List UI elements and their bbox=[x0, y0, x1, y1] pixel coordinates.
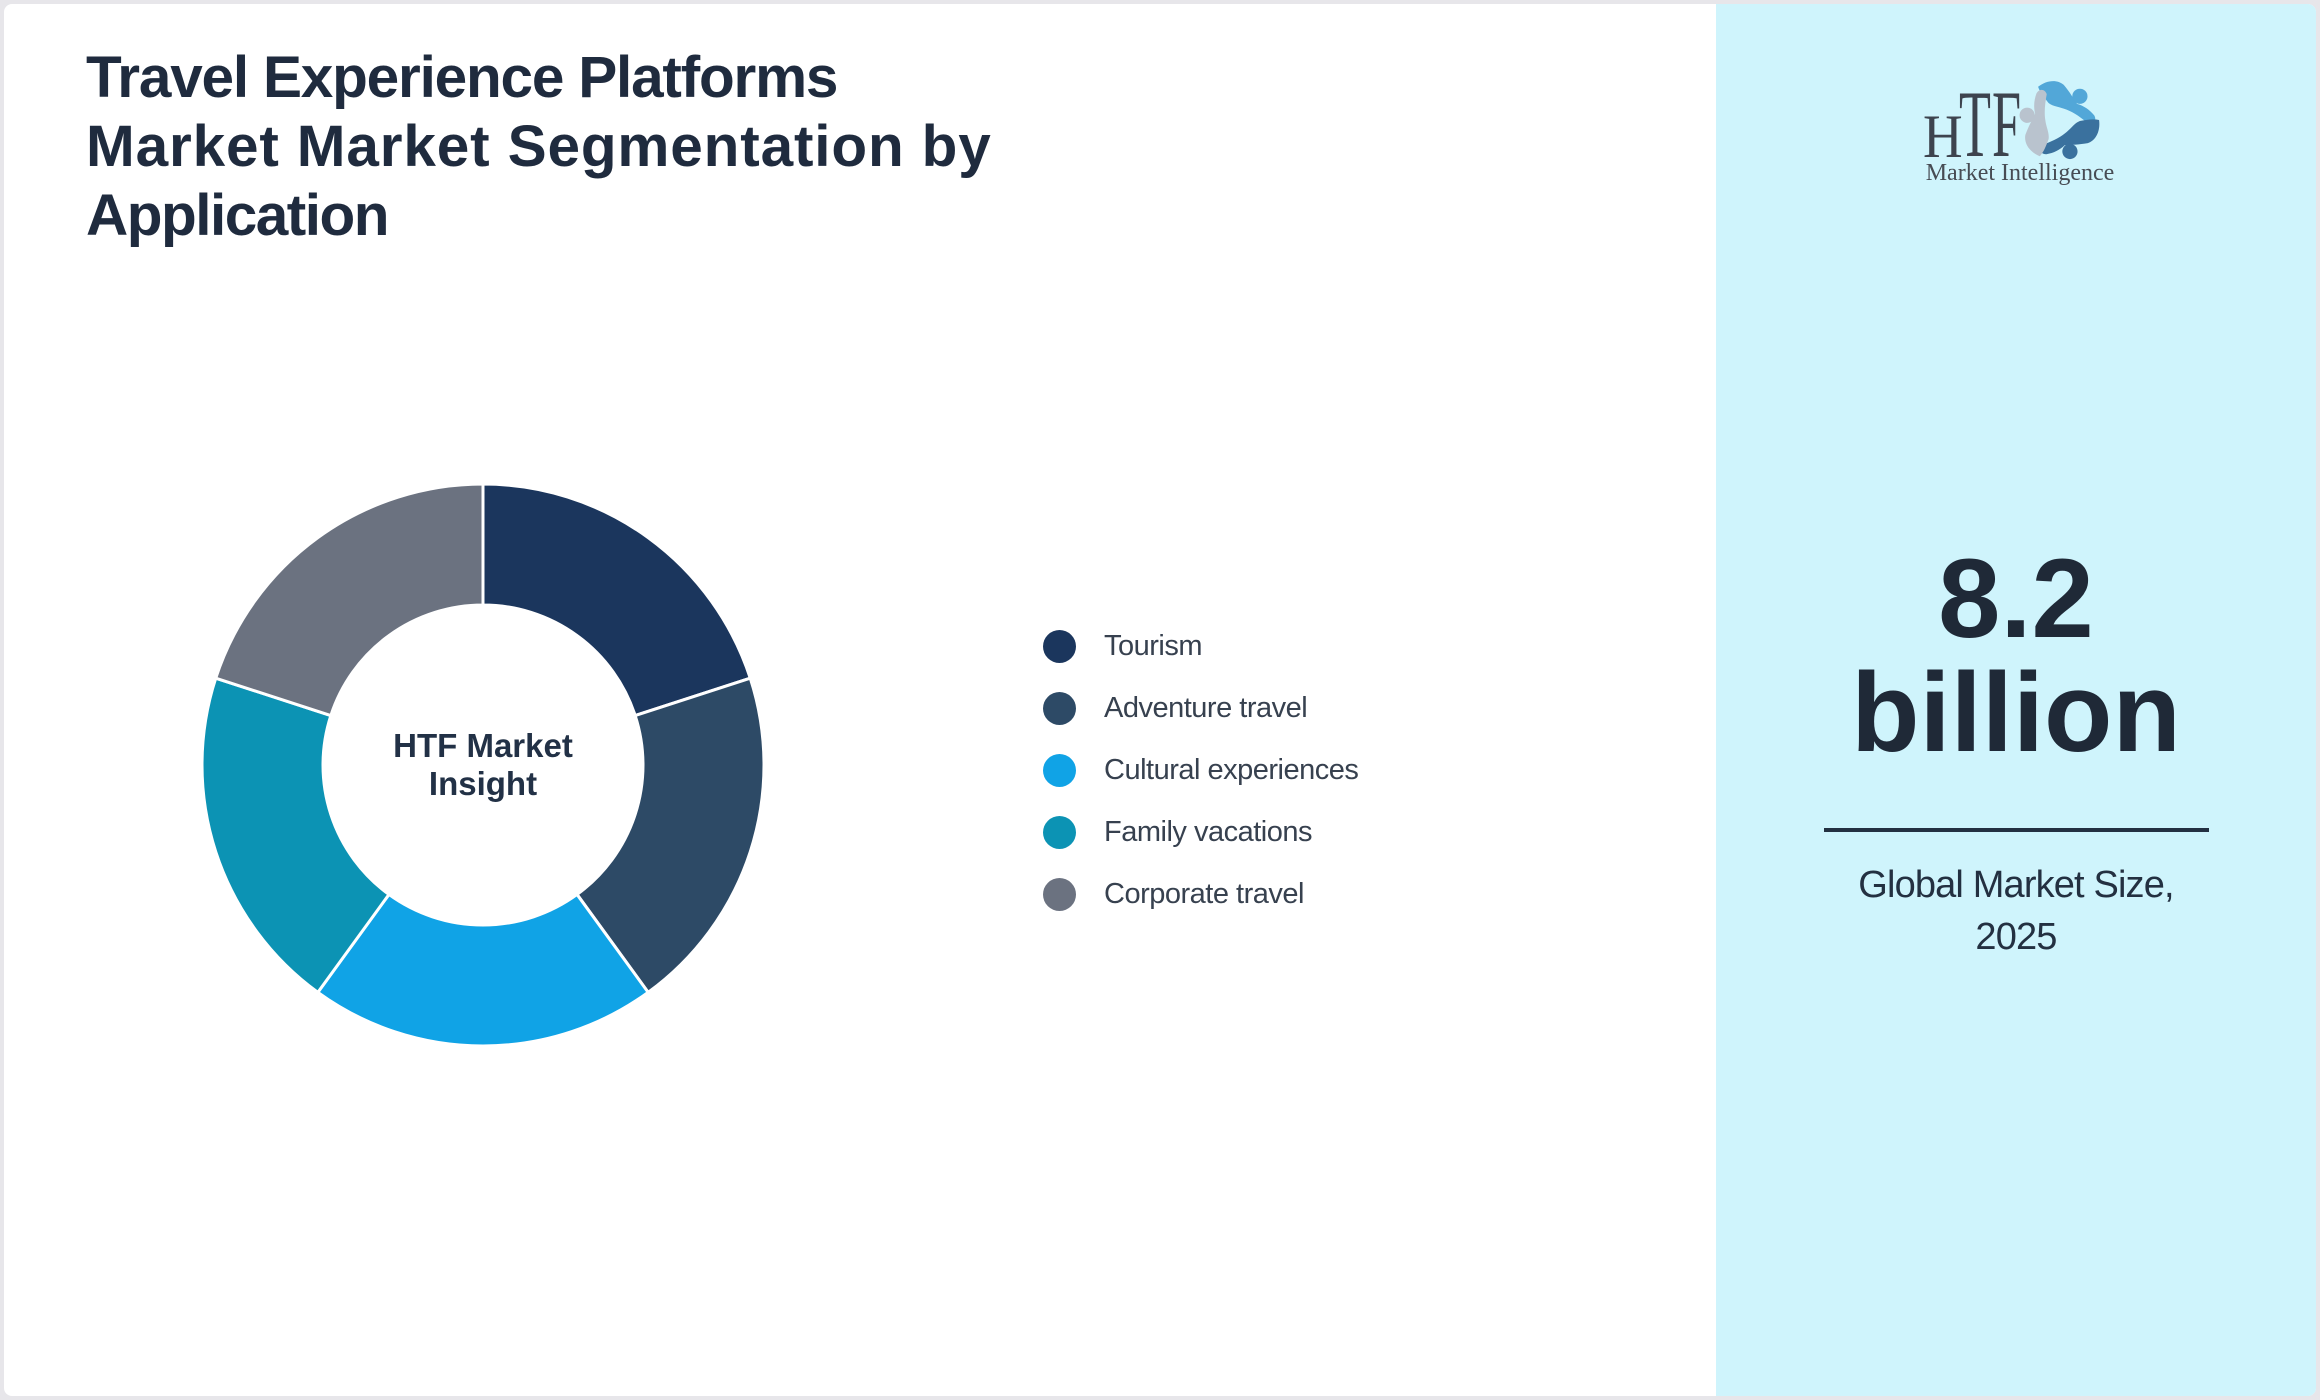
svg-text:F: F bbox=[1992, 72, 2021, 177]
svg-text:T: T bbox=[1959, 72, 1991, 177]
svg-text:H: H bbox=[1923, 102, 1963, 170]
svg-text:Market Intelligence: Market Intelligence bbox=[1926, 160, 2115, 186]
